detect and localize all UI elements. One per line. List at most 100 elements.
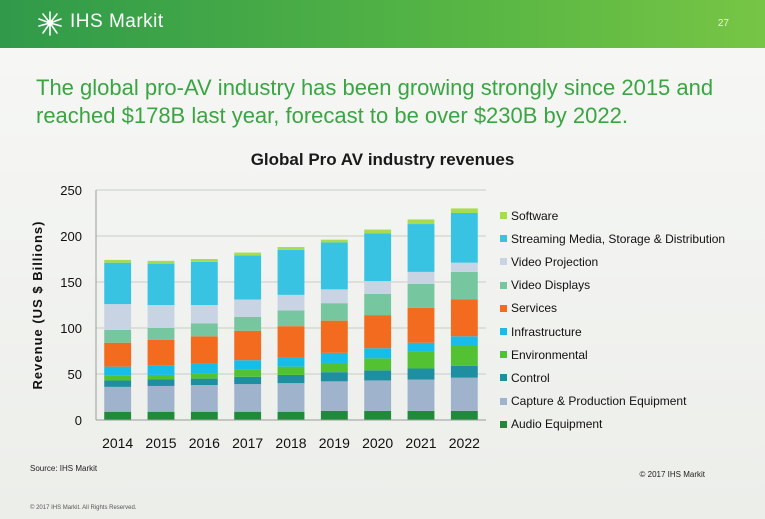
- bar-segment: [320, 320, 348, 353]
- bar-segment: [364, 293, 392, 316]
- bar-segment: [190, 323, 218, 337]
- bar-segment: [104, 259, 132, 263]
- headline: The global pro-AV industry has been grow…: [36, 75, 714, 128]
- bar-segment: [277, 383, 305, 412]
- legend-item: Software: [500, 204, 760, 227]
- bar-segment: [277, 310, 305, 327]
- legend-swatch: [500, 374, 507, 382]
- bar-segment: [147, 374, 175, 380]
- bar-segment: [407, 351, 435, 369]
- bar-segment: [104, 380, 132, 387]
- bar-segment: [147, 411, 175, 420]
- bar-segment: [407, 224, 435, 272]
- bar-segment: [320, 239, 348, 243]
- source-note: Source: IHS Markit: [30, 464, 98, 473]
- x-tick-label: 2021: [405, 435, 436, 451]
- bar-segment: [104, 329, 132, 343]
- bar-segment: [407, 283, 435, 308]
- bar-segment: [190, 305, 218, 324]
- bar-segment: [364, 410, 392, 420]
- legend-label: Streaming Media, Storage & Distribution: [511, 231, 726, 246]
- bar-segment: [277, 294, 305, 311]
- legend-item: Infrastructure: [500, 320, 760, 343]
- bar-segment: [234, 252, 262, 256]
- bar-segment: [450, 213, 478, 263]
- bar-segment: [104, 386, 132, 412]
- bar-segment: [364, 348, 392, 359]
- bar-segment: [147, 305, 175, 328]
- bar-segment: [104, 342, 132, 367]
- bar-segment: [147, 379, 175, 386]
- x-tick-label: 2016: [189, 435, 220, 451]
- chart-title: Global Pro AV industry revenues: [250, 150, 515, 169]
- bar-segment: [190, 411, 218, 420]
- legend-item: Control: [500, 366, 760, 389]
- bar-segment: [320, 362, 348, 373]
- bar-segment: [450, 365, 478, 378]
- bar-segment: [364, 380, 392, 411]
- bar-segment: [147, 263, 175, 305]
- copyright-right: © 2017 IHS Markit: [639, 470, 705, 479]
- bar-segment: [407, 410, 435, 420]
- legend-swatch: [500, 397, 507, 405]
- bar-segment: [104, 375, 132, 381]
- bar-segment: [147, 365, 175, 375]
- bar-segment: [450, 271, 478, 300]
- legend-label: Software: [511, 208, 559, 223]
- logo-text: IHS Markit: [70, 11, 164, 32]
- bar-segment: [407, 379, 435, 411]
- bar-segment: [320, 242, 348, 290]
- legend-item: Audio Equipment: [500, 413, 760, 436]
- bar-segment: [320, 372, 348, 382]
- ihs-markit-logo-icon: [38, 11, 62, 36]
- bar-segment: [190, 378, 218, 386]
- bar-segment: [277, 357, 305, 367]
- y-axis-label: Revenue (US $ Billions): [30, 221, 45, 390]
- bar-segment: [104, 304, 132, 330]
- bar-segment: [364, 233, 392, 282]
- copyright-footer: © 2017 IHS Markit. All Rights Reserved.: [30, 505, 137, 511]
- bar-segment: [364, 281, 392, 294]
- chart-legend: Software Streaming Media, Storage & Distr…: [500, 204, 760, 436]
- legend-item: Video Displays: [500, 274, 760, 297]
- bar-segment: [147, 339, 175, 366]
- x-tick-label: 2015: [145, 435, 176, 451]
- legend-item: Capture & Production Equipment: [500, 390, 760, 413]
- bar-segment: [277, 326, 305, 358]
- slide-number: 27: [717, 18, 729, 29]
- bar-segment: [320, 303, 348, 321]
- legend-swatch: [500, 235, 507, 243]
- bar-segment: [277, 249, 305, 295]
- legend-label: Environmental: [511, 347, 588, 362]
- bar-segment: [277, 247, 305, 250]
- bar-segment: [407, 368, 435, 380]
- header-bar: IHS Markit 27: [0, 0, 765, 48]
- legend-label: Infrastructure: [511, 324, 582, 339]
- x-tick-label: 2014: [102, 435, 133, 451]
- bar-segment: [450, 262, 478, 272]
- bar-segment: [364, 315, 392, 349]
- y-tick-label: 150: [60, 275, 82, 290]
- legend-label: Video Displays: [511, 278, 591, 293]
- legend-item: Video Projection: [500, 250, 760, 273]
- bar-segment: [364, 229, 392, 234]
- bar-segment: [450, 377, 478, 411]
- x-tick-label: 2019: [319, 435, 350, 451]
- bar-segment: [147, 385, 175, 412]
- y-tick-label: 250: [60, 183, 82, 198]
- bar-segment: [190, 261, 218, 305]
- x-tick-label: 2018: [275, 435, 306, 451]
- legend-label: Capture & Production Equipment: [511, 394, 687, 409]
- bar-segment: [450, 299, 478, 337]
- bar-segment: [407, 342, 435, 352]
- y-tick-label: 50: [68, 367, 82, 382]
- bar-segment: [277, 374, 305, 384]
- legend-label: Video Projection: [511, 254, 599, 269]
- bar-segment: [277, 411, 305, 420]
- y-tick-label: 100: [60, 321, 82, 336]
- bar-segment: [190, 336, 218, 364]
- bar-segment: [234, 299, 262, 317]
- legend-label: Services: [511, 301, 558, 316]
- bar-segment: [234, 376, 262, 385]
- bar-segment: [364, 358, 392, 371]
